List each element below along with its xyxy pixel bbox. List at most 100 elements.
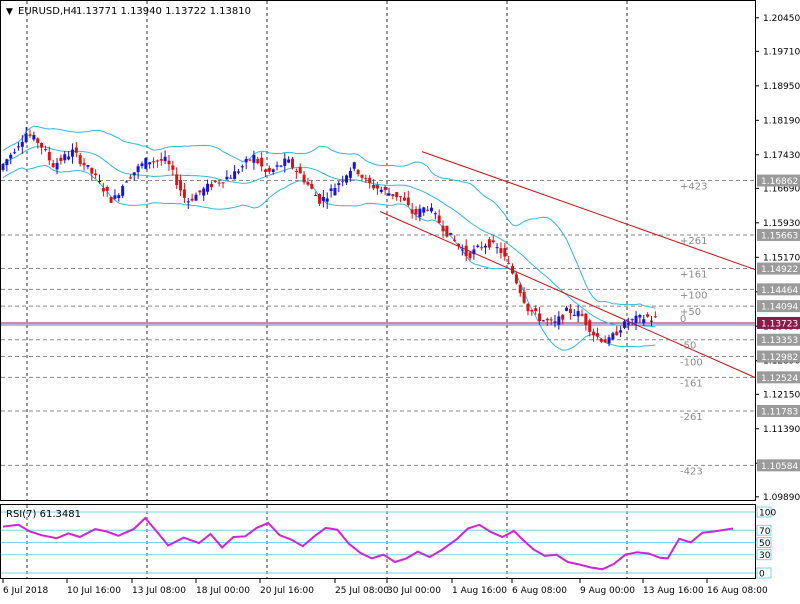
candle-body [395, 192, 399, 198]
candle-body [132, 172, 136, 176]
candle-body [646, 314, 650, 317]
candle-body [383, 186, 387, 190]
candle-body [580, 314, 584, 316]
candle-body [472, 249, 476, 255]
candle-body [217, 182, 221, 184]
candle-body [549, 319, 553, 321]
candle-body [152, 161, 156, 163]
candle-body [592, 331, 596, 336]
price-level-tag-label: 1.14922 [761, 265, 798, 275]
x-tick-label: 25 Jul 08:00 [335, 586, 389, 596]
candle-body [117, 195, 121, 199]
chart-dropdown-icon[interactable]: ▼ [6, 7, 13, 17]
candle-body [337, 183, 341, 186]
candle-body [622, 321, 626, 328]
price-level-tag [757, 174, 800, 187]
price-level-tag-label: 1.13353 [761, 336, 798, 346]
x-tick-label: 6 Aug 08:00 [512, 586, 567, 596]
candle-body [240, 166, 244, 168]
candle-body [391, 194, 395, 197]
y-tick-label: 1.11390 [763, 425, 800, 435]
rsi-tick-label: 70 [759, 527, 771, 537]
fib-level-label: 0 [680, 314, 686, 325]
candle-body [568, 308, 572, 314]
candle-body [5, 159, 9, 166]
candle-body [260, 157, 264, 167]
candle-body [291, 158, 294, 168]
candle-body [514, 274, 518, 284]
price-level-tag [757, 404, 800, 417]
candle-body [275, 165, 279, 167]
candle-body [372, 184, 376, 189]
candle-body [476, 245, 480, 247]
candle-body [86, 165, 90, 167]
candle-body [248, 159, 252, 161]
candle-body [572, 314, 576, 316]
candle-body [229, 177, 233, 179]
x-tick-label: 1 Aug 16:00 [452, 586, 507, 596]
candle-body [325, 198, 329, 202]
fib-level-label: +50 [680, 307, 701, 318]
price-level-tag [757, 262, 800, 275]
candle-body [167, 160, 171, 165]
ohlc-values: 1.13771 1.13940 1.13722 1.13810 [76, 6, 251, 17]
bollinger-middle-band [2, 146, 656, 328]
candle-body [487, 239, 491, 248]
candle-body [387, 193, 391, 196]
price-level-tag [757, 350, 800, 363]
candle-body [252, 155, 256, 163]
candle-body [561, 314, 565, 320]
fib-level-label: -161 [680, 378, 703, 389]
candle-body [40, 142, 44, 148]
fib-level-label: +261 [680, 236, 707, 247]
candle-body [565, 307, 569, 311]
rsi-frame [0, 504, 756, 579]
candle-body [611, 333, 615, 340]
candle-body [283, 158, 287, 166]
price-level-tag [757, 459, 800, 472]
candle-body [530, 310, 534, 312]
fib-level-label: -100 [680, 358, 703, 369]
candle-body [298, 167, 302, 174]
candle-body [638, 315, 642, 318]
candle-body [619, 330, 623, 333]
rsi-tick-box [756, 524, 772, 536]
candle-body [518, 284, 522, 294]
candle-body [55, 162, 59, 170]
candle-body [499, 248, 503, 254]
candle-body [630, 319, 634, 321]
candle-body [82, 162, 86, 166]
candle-body [599, 338, 603, 342]
y-tick-label: 1.20450 [763, 14, 800, 24]
price-level-tag-label: 1.11783 [761, 407, 798, 417]
x-tick-label: 18 Jul 00:00 [196, 586, 250, 596]
candle-body [511, 266, 515, 274]
price-level-tag-label: 1.13723 [761, 319, 798, 329]
candle-body [588, 320, 592, 332]
candle-body [503, 248, 507, 257]
candle-body [101, 188, 105, 192]
price-level-tag [757, 316, 800, 329]
candle-body [136, 166, 140, 173]
fib-level-label: +423 [680, 182, 707, 193]
candle-body [171, 165, 175, 170]
candle-body [63, 154, 67, 161]
candle-body [480, 247, 484, 249]
fib-level-label: +161 [680, 270, 707, 281]
x-tick-label: 13 Jul 08:00 [132, 586, 186, 596]
candle-body [426, 209, 430, 211]
x-tick-label: 13 Aug 16:00 [643, 586, 704, 596]
candle-body [576, 311, 580, 317]
candle-body [607, 337, 611, 344]
price-level-tag-label: 1.14094 [761, 303, 798, 313]
candle-body [491, 240, 495, 243]
fib-level-label: -423 [680, 466, 703, 477]
fib-level-label: -261 [680, 412, 703, 423]
candle-body [98, 180, 101, 182]
y-tick-label: 1.18190 [763, 116, 800, 126]
candle-body [90, 167, 94, 174]
candle-body [584, 313, 588, 325]
candle-body [356, 170, 360, 175]
candle-body [595, 333, 599, 337]
